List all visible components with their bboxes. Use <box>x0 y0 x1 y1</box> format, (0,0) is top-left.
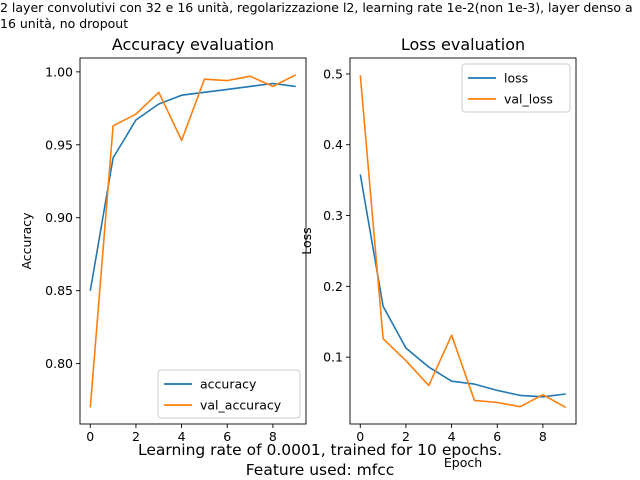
axes-frame <box>79 57 307 425</box>
chart-title: Loss evaluation <box>401 35 525 54</box>
legend-label-val_loss: val_loss <box>504 92 553 107</box>
y-tick-label: 0.90 <box>45 210 73 225</box>
x-tick-label: 0 <box>86 429 94 444</box>
x-tick-label: 2 <box>132 429 140 444</box>
legend-box <box>461 63 571 113</box>
y-tick-label: 1.00 <box>45 64 73 79</box>
x-tick-label: 2 <box>402 429 410 444</box>
footer-caption-line2: Feature used: mfcc <box>245 461 395 479</box>
y-tick-label: 0.1 <box>323 350 343 365</box>
x-tick-label: 4 <box>448 429 456 444</box>
x-tick-label: 8 <box>539 429 547 444</box>
legend-label-accuracy: accuracy <box>200 377 257 392</box>
axes-frame <box>349 57 577 425</box>
y-tick-label: 0.2 <box>323 279 343 294</box>
x-axis-label: Epoch <box>444 455 482 470</box>
series-line-loss <box>359 174 566 398</box>
y-axis-label: Loss <box>299 227 314 254</box>
figure-suptitle: 2 layer convolutivi con 32 e 16 unità, r… <box>0 0 633 31</box>
legend-label-val_accuracy: val_accuracy <box>200 398 282 413</box>
x-tick-label: 6 <box>493 429 501 444</box>
y-tick-label: 0.85 <box>45 283 73 298</box>
y-axis-label: Accuracy <box>19 212 34 270</box>
series-line-accuracy <box>89 82 296 291</box>
chart-title: Accuracy evaluation <box>112 35 274 54</box>
x-tick-label: 8 <box>269 429 277 444</box>
legend-box <box>157 369 301 419</box>
x-tick-label: 0 <box>356 429 364 444</box>
chart-0: Accuracy evaluation 0 2 4 6 8 0.80 0.85 0.90 0.95… <box>19 35 307 444</box>
y-tick-label: 0.4 <box>323 137 343 152</box>
footer-caption-line1: Learning rate of 0.0001, trained for 10 … <box>137 441 503 459</box>
series-line-val_loss <box>359 75 567 409</box>
legend: loss val_loss <box>461 63 571 113</box>
legend: accuracy val_accuracy <box>157 369 301 419</box>
series-line-val_accuracy <box>89 74 297 408</box>
y-tick-label: 0.5 <box>323 66 343 81</box>
y-tick-label: 0.95 <box>45 137 73 152</box>
chart-1: Loss evaluation 0 2 4 6 8 0.1 0.2 0.3 0.4 0.5 Loss E… <box>299 35 577 470</box>
x-tick-label: 6 <box>223 429 231 444</box>
x-tick-label: 4 <box>178 429 186 444</box>
legend-label-loss: loss <box>504 71 528 86</box>
y-tick-label: 0.80 <box>45 356 73 371</box>
y-tick-label: 0.3 <box>323 208 343 223</box>
